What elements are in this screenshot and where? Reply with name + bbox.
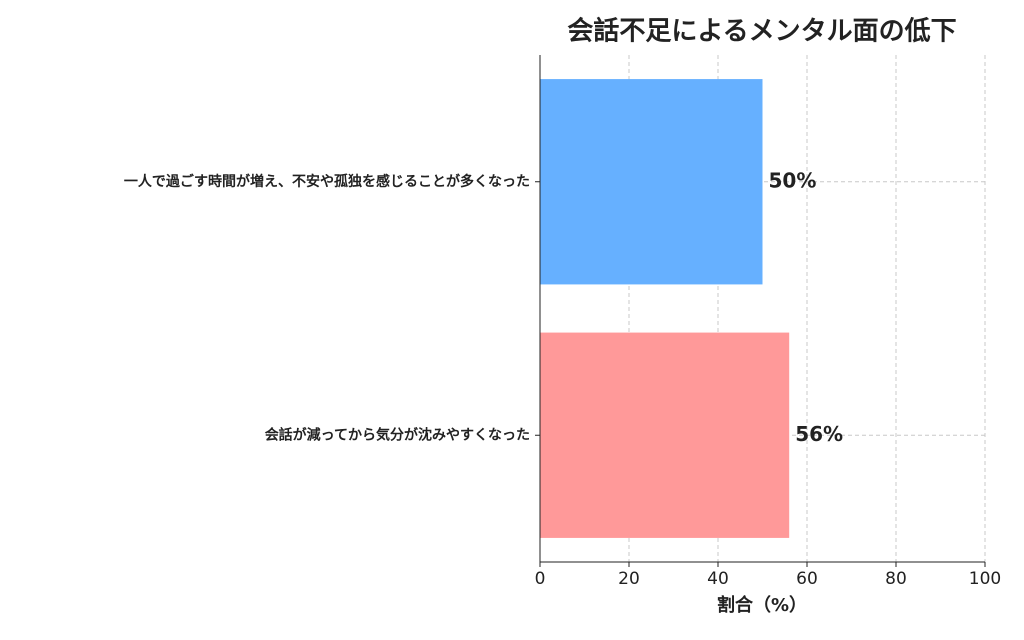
value-label: 50% <box>769 168 817 192</box>
x-tick-label: 60 <box>796 569 818 589</box>
x-axis-label: 割合（%） <box>717 594 807 616</box>
x-tick-label: 100 <box>969 569 1001 589</box>
bar <box>540 79 763 285</box>
value-label: 56% <box>795 422 843 446</box>
bar <box>540 332 790 538</box>
y-tick-label: 一人で過ごす時間が増え、不安や孤独を感じることが多くなった <box>124 173 530 190</box>
x-tick-label: 40 <box>707 569 729 589</box>
x-tick-label: 80 <box>885 569 907 589</box>
x-tick-label: 0 <box>535 569 546 589</box>
chart-title: 会話不足によるメンタル面の低下 <box>567 16 956 47</box>
x-tick-label: 20 <box>618 569 640 589</box>
y-tick-label: 会話が減ってから気分が沈みやすくなった <box>265 426 530 443</box>
